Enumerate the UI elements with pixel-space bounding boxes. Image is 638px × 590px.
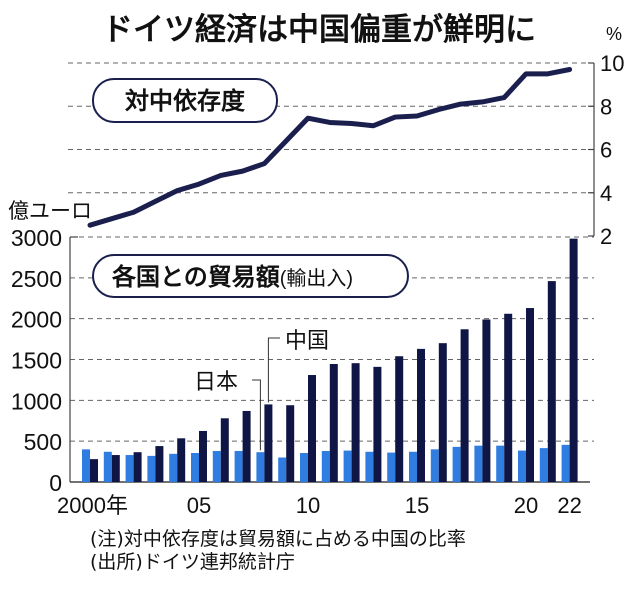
bar-japan (278, 457, 287, 482)
bar-china (286, 405, 295, 482)
bar-china (155, 446, 164, 482)
right-axis-tick-label: 4 (600, 181, 612, 206)
right-axis-tick-label: 10 (600, 51, 624, 76)
bar-japan (191, 453, 199, 482)
bar-japan (561, 444, 570, 482)
bar-china (373, 366, 382, 482)
bar-china (308, 375, 316, 482)
bar-chart-title: 各国との貿易額(輸出入) (111, 263, 353, 291)
bar-china (482, 319, 491, 482)
bar-japan (169, 453, 178, 482)
bar-china (547, 281, 556, 482)
bar-japan (430, 449, 439, 482)
bar-japan (452, 446, 461, 482)
x-tick-label: 20 (514, 493, 538, 518)
china-label: 中国 (285, 328, 329, 353)
bar-japan (256, 452, 265, 482)
left-axis-tick-label: 3000 (11, 225, 62, 251)
bar-japan (300, 453, 308, 482)
bar-china (526, 308, 534, 482)
axis-labels: 2000年 05 10 15 20 22 (57, 493, 582, 518)
x-tick-label: 10 (296, 493, 320, 518)
bar-japan (409, 451, 417, 482)
left-axis-tick-label: 0 (49, 470, 62, 496)
bar-japan (147, 455, 156, 482)
footnote-source: (出所)ドイツ連邦統計庁 (90, 551, 295, 573)
bar-japan (518, 450, 526, 482)
bar-china (460, 329, 469, 482)
chart-title: ドイツ経済は中国偏重が鮮明に (102, 12, 536, 48)
left-axis-tick-label: 2500 (11, 266, 62, 292)
bar-china (220, 418, 229, 482)
bar-japan (387, 452, 396, 482)
bar-china (177, 438, 186, 482)
bar-china (417, 348, 425, 482)
bar-china (569, 238, 578, 482)
bar-china (395, 356, 404, 482)
bar-japan (321, 450, 330, 482)
series-annotations: 日本 中国 (194, 328, 329, 451)
bar-japan (103, 451, 112, 482)
left-axis-tick-label: 500 (24, 429, 62, 455)
right-axis-tick-label: 8 (600, 94, 612, 119)
bar-china (329, 363, 338, 482)
bar-china (504, 313, 513, 482)
line-series (87, 66, 573, 228)
line-title-pill (92, 78, 278, 123)
bar-china (133, 452, 142, 482)
bar-china (199, 430, 207, 482)
bar-china (242, 410, 251, 482)
bar-series (82, 238, 578, 482)
bar-japan (125, 455, 134, 482)
percent-unit-label: % (606, 24, 622, 44)
x-tick-label: 22 (557, 493, 581, 518)
bar-japan (343, 450, 352, 482)
left-axis-tick-label: 2000 (11, 307, 62, 333)
japan-leader-line (252, 379, 261, 451)
bar-japan (539, 448, 548, 482)
bar-china (90, 459, 98, 482)
x-tick-label: 05 (187, 493, 211, 518)
bar-china (264, 404, 273, 482)
right-axis-tick-label: 6 (600, 138, 612, 163)
japan-label: 日本 (194, 369, 238, 394)
bar-title-pill (92, 254, 409, 298)
bar-japan (234, 450, 243, 482)
bar-china (111, 455, 120, 482)
line-chart-right-axis: 2 4 6 8 10% (588, 24, 624, 249)
line-chart-title: 対中依存度 (125, 87, 246, 115)
x-tick-label: 2000年 (57, 493, 128, 518)
right-axis-tick-label: 2 (600, 224, 612, 249)
bar-japan (474, 445, 483, 482)
footnote-note: (注)対中依存度は貿易額に占める中国の比率 (90, 528, 466, 550)
china-leader-line (267, 337, 280, 403)
bar-japan (365, 451, 374, 482)
bar-china (351, 363, 360, 482)
dependency-line (87, 66, 573, 228)
bar-china (438, 343, 447, 482)
line-chart-gridlines (68, 62, 594, 194)
left-axis-tick-label: 1500 (11, 348, 62, 374)
left-axis-tick-label: 1000 (11, 388, 62, 414)
bar-japan (82, 449, 90, 482)
bar-japan (496, 445, 505, 482)
x-tick-label: 15 (405, 493, 429, 518)
bar-japan (212, 450, 221, 482)
bar-unit-label: 億ユーロ (8, 200, 92, 223)
